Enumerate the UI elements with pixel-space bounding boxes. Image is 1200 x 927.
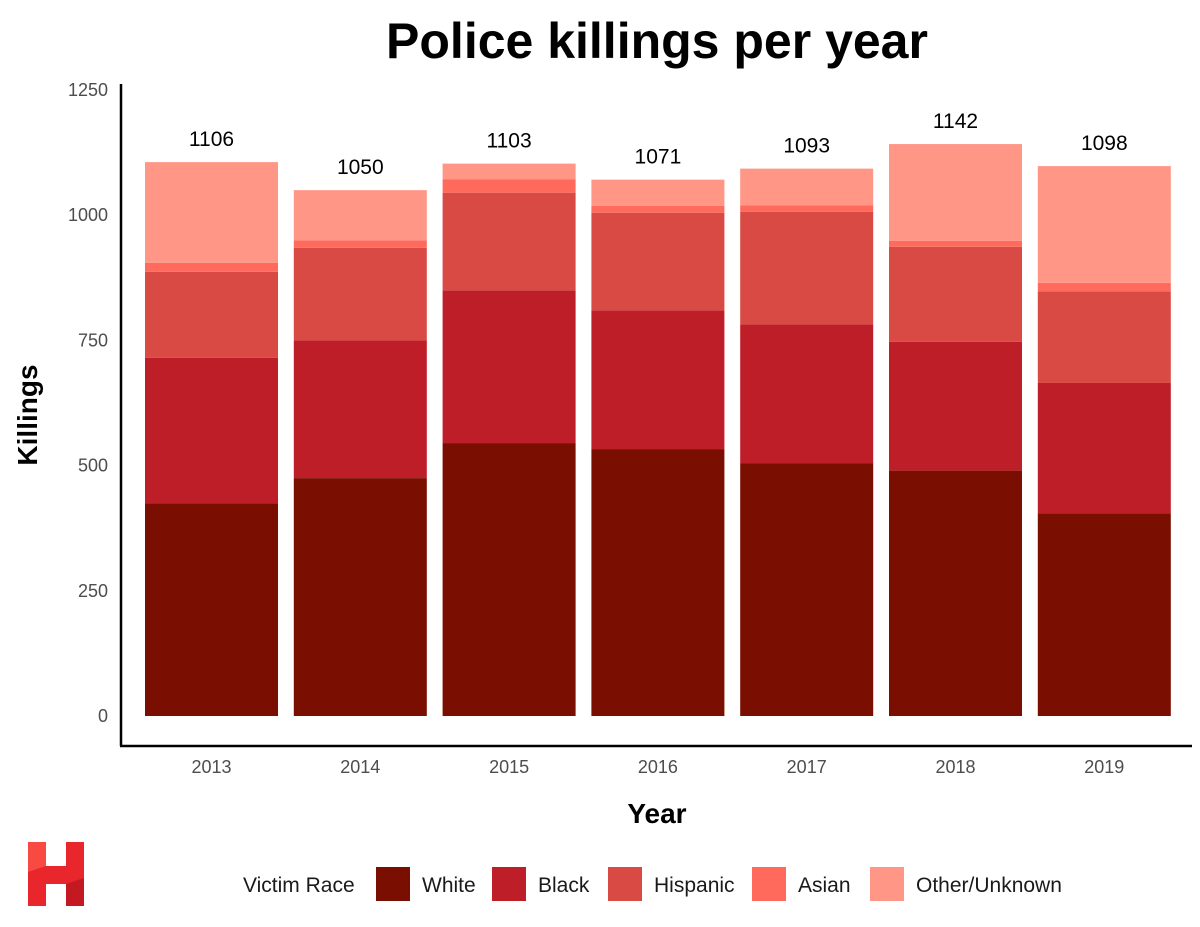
y-tick-label: 500 <box>78 456 108 476</box>
bar-segment-asian <box>293 240 427 248</box>
bar-segment-asian <box>1037 282 1171 292</box>
bar-segment-asian <box>442 179 576 193</box>
bar-segment-hispanic <box>1037 291 1171 383</box>
legend-swatch <box>492 867 526 901</box>
x-axis-title: Year <box>627 798 686 829</box>
y-axis-ticks: 0 250 500 750 1000 1250 <box>68 80 108 726</box>
legend-swatch <box>608 867 642 901</box>
bar-segment-white <box>740 463 874 716</box>
bar-segment-other-unknown <box>293 190 427 241</box>
y-axis-title: Killings <box>12 364 43 465</box>
bar-segment-hispanic <box>145 271 278 358</box>
legend-swatch <box>752 867 786 901</box>
bar-segment-black <box>740 324 874 464</box>
y-tick-label: 250 <box>78 581 108 601</box>
x-tick-label: 2015 <box>489 757 529 777</box>
bar-segment-hispanic <box>293 247 427 341</box>
legend-label: Asian <box>798 874 851 897</box>
bar-segment-other-unknown <box>442 163 576 180</box>
bar-segment-other-unknown <box>1037 166 1171 283</box>
bar-segment-other-unknown <box>591 179 725 206</box>
bars <box>145 144 1171 716</box>
bar-segment-other-unknown <box>145 162 278 263</box>
total-label: 1106 <box>189 128 234 151</box>
legend: Victim Race White Black Hispanic Asian Other… <box>243 867 1062 901</box>
bar-segment-white <box>293 478 427 716</box>
bar-segment-black <box>889 341 1022 471</box>
bar-segment-other-unknown <box>889 144 1022 241</box>
x-tick-label: 2019 <box>1084 757 1124 777</box>
bar-segment-black <box>591 310 725 450</box>
bar-segment-white <box>442 443 576 716</box>
bar-segment-asian <box>591 205 725 213</box>
bar-segment-black <box>1037 382 1171 514</box>
bar-segment-black <box>293 340 427 479</box>
total-label: 1142 <box>933 110 978 133</box>
total-labels: 1106 1050 1103 1071 1093 1142 1098 <box>189 110 1128 179</box>
bar-segment-black <box>145 357 278 504</box>
bar-segment-white <box>591 449 725 716</box>
legend-swatch <box>870 867 904 901</box>
x-axis-ticks: 2013 2014 2015 2016 2017 2018 2019 <box>191 757 1124 777</box>
bar-segment-asian <box>145 262 278 272</box>
bar-segment-hispanic <box>889 246 1022 342</box>
bar-segment-black <box>442 290 576 444</box>
y-tick-label: 750 <box>78 330 108 350</box>
legend-label: White <box>422 874 476 897</box>
total-label: 1093 <box>783 135 830 158</box>
total-label: 1103 <box>487 130 532 153</box>
bar-segment-white <box>889 470 1022 716</box>
legend-label: Black <box>538 874 590 897</box>
total-label: 1071 <box>635 146 682 169</box>
total-label: 1050 <box>337 156 384 179</box>
bar-segment-white <box>1037 513 1171 716</box>
legend-label: Other/Unknown <box>916 874 1062 897</box>
legend-swatch <box>376 867 410 901</box>
x-tick-label: 2017 <box>787 757 827 777</box>
y-tick-label: 0 <box>98 706 108 726</box>
x-tick-label: 2013 <box>191 757 231 777</box>
brand-logo-icon <box>28 842 84 906</box>
chart-title: Police killings per year <box>386 13 928 69</box>
y-tick-label: 1000 <box>68 205 108 225</box>
x-tick-label: 2018 <box>935 757 975 777</box>
bar-segment-asian <box>740 205 874 212</box>
bar-segment-asian <box>889 240 1022 247</box>
x-tick-label: 2014 <box>340 757 380 777</box>
bar-segment-other-unknown <box>740 168 874 206</box>
y-tick-label: 1250 <box>68 80 108 100</box>
x-tick-label: 2016 <box>638 757 678 777</box>
bar-segment-hispanic <box>442 192 576 291</box>
legend-label: Hispanic <box>654 874 735 897</box>
bar-segment-hispanic <box>740 211 874 325</box>
legend-title: Victim Race <box>243 874 355 897</box>
total-label: 1098 <box>1081 132 1128 155</box>
bar-segment-white <box>145 503 278 716</box>
bar-segment-hispanic <box>591 212 725 311</box>
